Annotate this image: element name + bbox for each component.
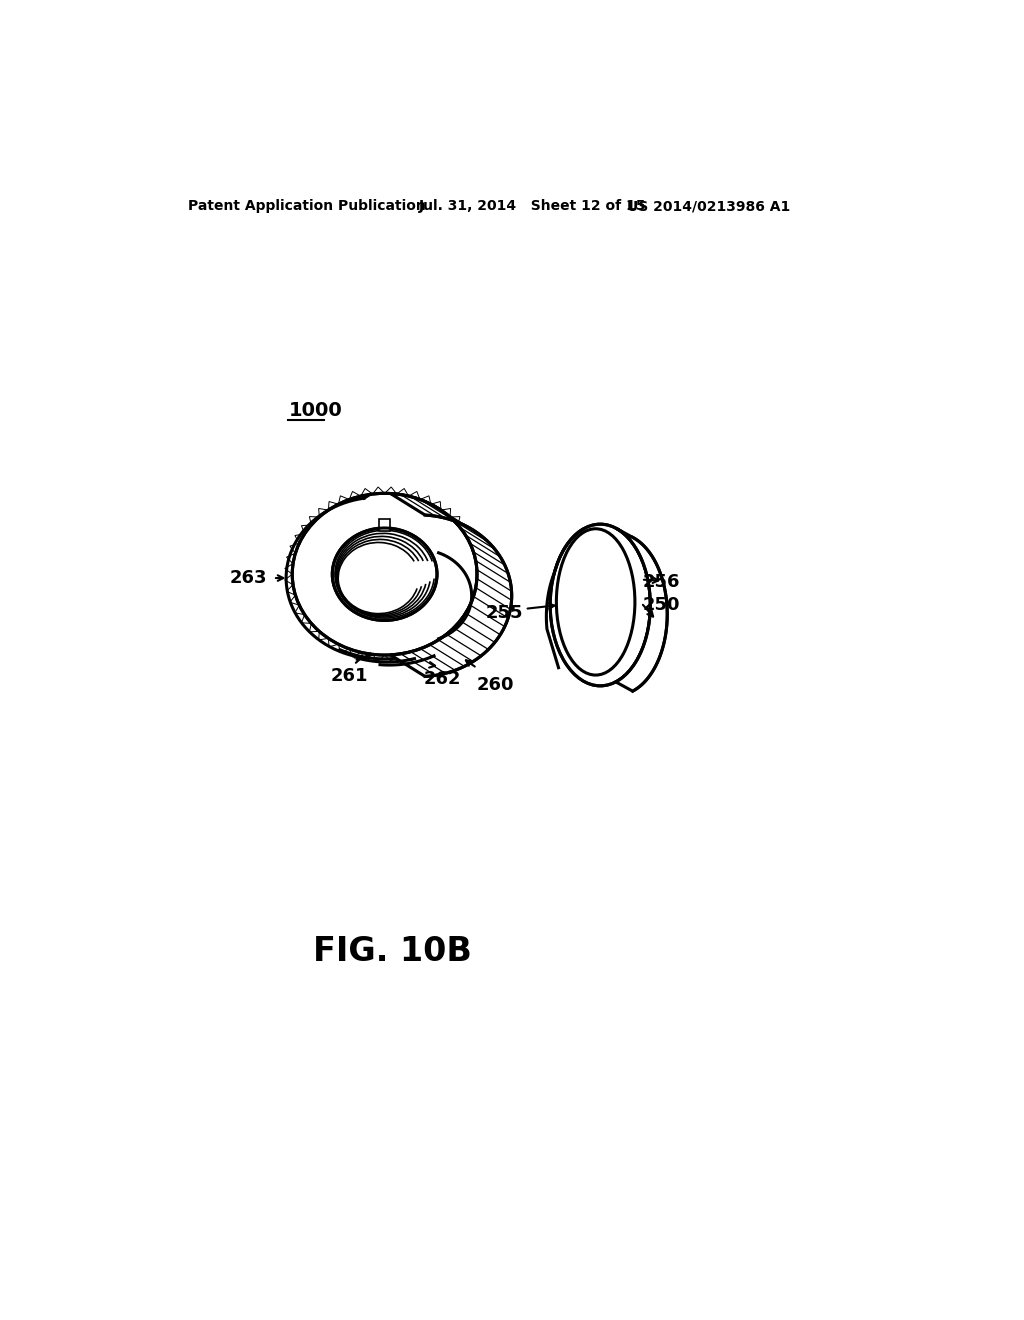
Polygon shape [385,487,396,494]
Text: Jul. 31, 2014   Sheet 12 of 15: Jul. 31, 2014 Sheet 12 of 15 [419,199,647,213]
Polygon shape [470,544,479,553]
Polygon shape [318,508,329,517]
Polygon shape [420,496,431,504]
Text: Patent Application Publication: Patent Application Publication [188,199,426,213]
Text: FIG. 10B: FIG. 10B [313,935,472,968]
Polygon shape [409,649,420,657]
Polygon shape [396,488,409,496]
Polygon shape [290,544,299,553]
Polygon shape [470,595,479,605]
Ellipse shape [550,524,650,686]
Polygon shape [373,655,385,661]
Polygon shape [349,491,360,499]
Text: 261: 261 [331,667,369,685]
Polygon shape [285,574,293,585]
Polygon shape [360,488,373,496]
Polygon shape [287,585,295,595]
Polygon shape [360,652,373,660]
Polygon shape [301,525,311,533]
Polygon shape [385,655,396,661]
Polygon shape [474,585,483,595]
Polygon shape [458,615,468,623]
Polygon shape [339,496,349,504]
Polygon shape [309,623,319,632]
Polygon shape [318,631,329,640]
Polygon shape [458,525,468,533]
Polygon shape [285,564,293,574]
Polygon shape [476,564,484,574]
Polygon shape [290,595,299,605]
Polygon shape [441,631,451,640]
Polygon shape [295,605,304,615]
Polygon shape [431,502,441,510]
Polygon shape [431,639,441,647]
Text: US 2014/0213986 A1: US 2014/0213986 A1 [628,199,791,213]
Text: 256: 256 [643,573,680,591]
Text: 260: 260 [477,676,514,694]
Ellipse shape [556,529,635,675]
Polygon shape [301,615,311,623]
Polygon shape [476,574,484,585]
Polygon shape [390,494,512,676]
Polygon shape [465,605,474,615]
Polygon shape [339,644,349,652]
Polygon shape [295,533,304,544]
Polygon shape [465,533,474,544]
Polygon shape [420,644,431,652]
Text: 262: 262 [423,671,461,689]
Polygon shape [329,639,339,647]
Polygon shape [474,553,483,564]
Polygon shape [309,516,319,525]
Polygon shape [287,553,295,564]
Ellipse shape [292,494,477,655]
Polygon shape [450,516,460,525]
Polygon shape [441,508,451,517]
Bar [379,519,390,531]
Polygon shape [615,528,668,692]
Text: 1000: 1000 [289,401,342,420]
Polygon shape [409,491,420,499]
Polygon shape [329,502,339,510]
Polygon shape [396,652,409,660]
Text: 255: 255 [485,603,523,622]
Text: 263: 263 [230,569,267,587]
Ellipse shape [333,528,437,620]
Text: 250: 250 [643,597,680,614]
Polygon shape [373,487,385,494]
Polygon shape [349,649,360,657]
Polygon shape [450,623,460,632]
